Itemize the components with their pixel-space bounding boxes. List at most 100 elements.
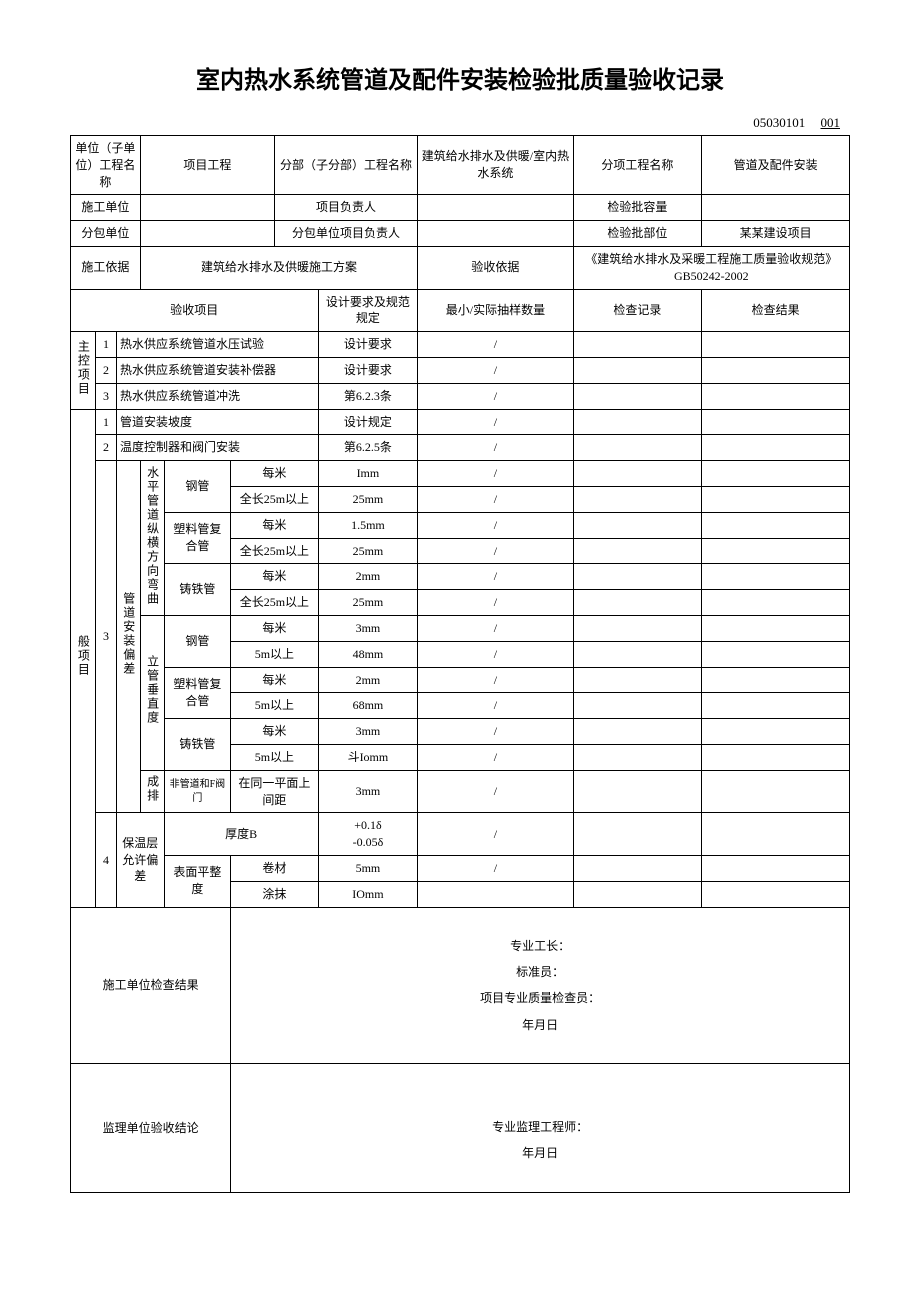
- r3-row-7: 立管垂直度 钢管 每米 3mm /: [71, 615, 850, 641]
- r3-v11: 3mm: [318, 719, 418, 745]
- col-check-record: 检查记录: [573, 289, 702, 332]
- con-result-block: 专业工长： 标准员： 项目专业质量检查员： 年月日: [231, 907, 850, 1064]
- r3-pair-sub: 非管道和F阀门: [164, 770, 231, 813]
- gen-rec-2: [573, 435, 702, 461]
- r3-rec-10: [573, 693, 702, 719]
- r3-q11: /: [418, 719, 573, 745]
- page-title: 室内热水系统管道及配件安装检验批质量验收记录: [70, 60, 850, 95]
- col-sample-qty: 最小/实际抽样数量: [418, 289, 573, 332]
- batch-part-label: 检验批部位: [573, 221, 702, 247]
- master-idx-3: 3: [96, 383, 117, 409]
- r3-rec-11: [573, 719, 702, 745]
- r3-rec-9: [573, 667, 702, 693]
- r3-v3: 1.5mm: [318, 512, 418, 538]
- unit-name-label: 单位（子单位）工程名称: [71, 136, 141, 195]
- construct-unit-value: [140, 195, 274, 221]
- r3-v2: 25mm: [318, 486, 418, 512]
- master-row-3: 3 热水供应系统管道冲洗 第6.2.3条 /: [71, 383, 850, 409]
- sub-leader-label: 分包单位项目负责人: [274, 221, 417, 247]
- r3-v9: 2mm: [318, 667, 418, 693]
- r3-row-1: 3 管道安装偏差 水平管道纵横方向弯曲 钢管 每米 Imm /: [71, 461, 850, 487]
- footer-supervision-row: 监理单位验收结论 专业监理工程师： 年月日: [71, 1064, 850, 1193]
- accept-basis-value: 《建筑给水排水及采暖工程施工质量验收规范》GB50242-2002: [573, 246, 849, 289]
- r3-rec-7: [573, 615, 702, 641]
- r4-q3: [418, 881, 573, 907]
- r3-over5-1: 5m以上: [231, 641, 318, 667]
- sup-result-label: 监理单位验收结论: [71, 1064, 231, 1193]
- r3-steel-2: 钢管: [164, 615, 231, 667]
- r4-vroll: 5mm: [318, 855, 418, 881]
- r3-res-1: [702, 461, 850, 487]
- r4-roll: 卷材: [231, 855, 318, 881]
- project-leader-value: [418, 195, 573, 221]
- construct-unit-label: 施工单位: [71, 195, 141, 221]
- r3-rec-13: [573, 770, 702, 813]
- r3-q7: /: [418, 615, 573, 641]
- r3-rec-12: [573, 744, 702, 770]
- con-result-label: 施工单位检查结果: [71, 907, 231, 1064]
- r3-perM-4: 每米: [231, 615, 318, 641]
- r3-perM-3: 每米: [231, 564, 318, 590]
- sup-result-block: 专业监理工程师： 年月日: [231, 1064, 850, 1193]
- r3-v8: 48mm: [318, 641, 418, 667]
- r3-group: 管道安装偏差: [117, 461, 141, 813]
- gen-qty-2: /: [418, 435, 573, 461]
- r4-q2: /: [418, 855, 573, 881]
- standardizer-line: 标准员：: [241, 959, 839, 985]
- r3-rec-3: [573, 512, 702, 538]
- r3-row-11: 铸铁管 每米 3mm /: [71, 719, 850, 745]
- r4-vthick: +0.1δ -0.05δ: [318, 813, 418, 856]
- gen-name-1: 管道安装坡度: [117, 409, 319, 435]
- r3-res-8: [702, 641, 850, 667]
- general-row-1: 般项目 1 管道安装坡度 设计规定 /: [71, 409, 850, 435]
- doc-code: 05030101: [753, 115, 805, 130]
- r3-cast-1: 铸铁管: [164, 564, 231, 616]
- r4-q1: /: [418, 813, 573, 856]
- r3-res-13: [702, 770, 850, 813]
- subitem-value: 管道及配件安装: [702, 136, 850, 195]
- column-header-row: 验收项目 设计要求及规范规定 最小/实际抽样数量 检查记录 检查结果: [71, 289, 850, 332]
- qc-inspector-line: 项目专业质量检查员：: [241, 985, 839, 1011]
- gen-idx-3: 3: [96, 461, 117, 813]
- gen-idx-4: 4: [96, 813, 117, 907]
- r3-v5: 2mm: [318, 564, 418, 590]
- master-qty-2: /: [418, 357, 573, 383]
- r3-vert: 立管垂直度: [140, 615, 164, 770]
- gen-name-2: 温度控制器和阀门安装: [117, 435, 319, 461]
- r3-rec-8: [573, 641, 702, 667]
- batch-capacity-label: 检验批容量: [573, 195, 702, 221]
- r3-over5-2: 5m以上: [231, 693, 318, 719]
- r3-rec-4: [573, 538, 702, 564]
- r3-row-13: 成排 非管道和F阀门 在同一平面上间距 3mm /: [71, 770, 850, 813]
- batch-part-value: 某某建设项目: [702, 221, 850, 247]
- subitem-label: 分项工程名称: [573, 136, 702, 195]
- r3-row-3: 塑料管复合管 每米 1.5mm /: [71, 512, 850, 538]
- header-row-4: 施工依据 建筑给水排水及供暖施工方案 验收依据 《建筑给水排水及采暖工程施工质量…: [71, 246, 850, 289]
- r3-steel-1: 钢管: [164, 461, 231, 513]
- r4-rec-2: [573, 855, 702, 881]
- r3-q9: /: [418, 667, 573, 693]
- r3-plastic-2: 塑料管复合管: [164, 667, 231, 719]
- footer-construct-row: 施工单位检查结果 专业工长： 标准员： 项目专业质量检查员： 年月日: [71, 907, 850, 1064]
- r3-res-10: [702, 693, 850, 719]
- r4-row-1: 4 保温层允许偏差 厚度B +0.1δ -0.05δ /: [71, 813, 850, 856]
- r4-rec-3: [573, 881, 702, 907]
- r3-res-2: [702, 486, 850, 512]
- master-name-3: 热水供应系统管道冲洗: [117, 383, 319, 409]
- master-idx-1: 1: [96, 332, 117, 358]
- general-row-2: 2 温度控制器和阀门安装 第6.2.5条 /: [71, 435, 850, 461]
- r3-res-5: [702, 564, 850, 590]
- subcontractor-label: 分包单位: [71, 221, 141, 247]
- master-group: 主控项目: [71, 332, 96, 409]
- r3-perM-2: 每米: [231, 512, 318, 538]
- gen-res-2: [702, 435, 850, 461]
- gen-qty-1: /: [418, 409, 573, 435]
- r4-res-3: [702, 881, 850, 907]
- r3-v10: 68mm: [318, 693, 418, 719]
- con-date-line: 年月日: [241, 1012, 839, 1038]
- r3-v13: 3mm: [318, 770, 418, 813]
- r3-q3: /: [418, 512, 573, 538]
- master-req-2: 设计要求: [318, 357, 418, 383]
- col-check-result: 检查结果: [702, 289, 850, 332]
- r3-v1: Imm: [318, 461, 418, 487]
